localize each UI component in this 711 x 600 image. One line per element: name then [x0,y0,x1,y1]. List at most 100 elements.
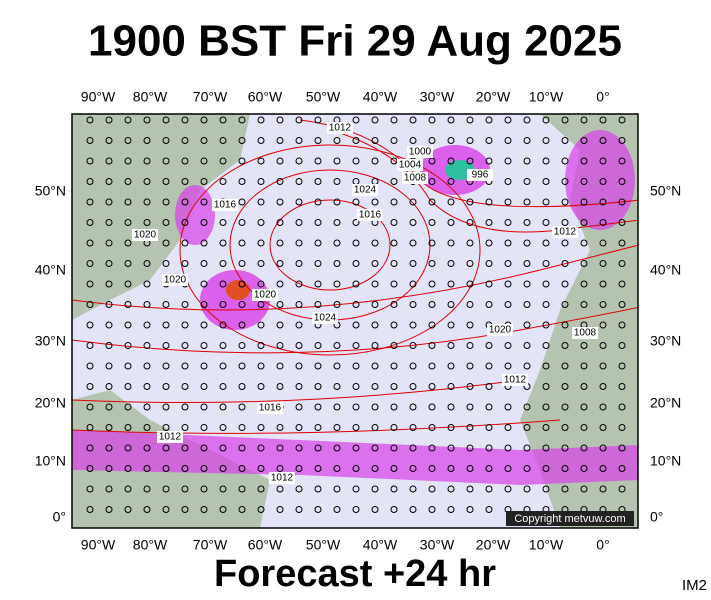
station [523,485,531,493]
station [238,321,246,329]
station [485,239,493,247]
station [276,444,284,452]
isobar-label-bg [257,402,283,414]
station [314,342,322,349]
station [409,485,417,493]
station [485,506,493,513]
station [428,301,436,308]
station [181,383,189,390]
station [428,383,436,390]
station [276,301,284,308]
station [371,362,379,370]
station [599,403,607,411]
station [618,465,626,472]
station [162,362,170,370]
station [523,280,531,288]
lon-label: 60°W [248,537,283,553]
station [352,157,360,165]
station [352,506,360,513]
station [428,137,436,144]
station [238,239,246,247]
station [618,137,626,144]
isobar-label-bg [552,226,578,238]
station [333,239,341,247]
station [238,506,246,513]
isobar-label: 1020 [489,325,512,336]
station [466,465,474,472]
station [143,178,151,185]
station [314,280,322,288]
station [200,116,208,124]
station [599,219,607,226]
station [314,116,322,124]
station [105,485,113,493]
station [105,465,113,472]
station [257,301,265,308]
station [314,465,322,472]
station [352,137,360,144]
station [561,424,569,431]
station [504,403,512,411]
station [257,485,265,493]
station [390,219,398,226]
station [295,301,303,308]
station [542,301,550,308]
station [523,444,531,452]
station [295,342,303,349]
station [181,239,189,247]
station [143,362,151,370]
station [485,465,493,472]
subtitle: Forecast +24 hr [214,553,496,595]
station [599,362,607,370]
station [352,321,360,329]
isobar-label-bg [502,374,528,386]
precipitation [226,280,250,300]
station [124,444,132,452]
station [352,342,360,349]
station [333,178,341,185]
station [485,198,493,206]
station [86,239,94,247]
station [105,444,113,452]
station [143,465,151,472]
station [371,424,379,431]
isobar-label-bg [402,172,428,184]
station [485,424,493,431]
station [466,157,474,165]
station [162,137,170,144]
station [238,219,246,226]
station [466,116,474,124]
station [523,219,531,226]
station [276,321,284,329]
station [333,198,341,206]
station [276,178,284,185]
station [295,178,303,185]
station [276,239,284,247]
station [257,383,265,390]
station [542,239,550,247]
station [105,280,113,288]
station [618,178,626,185]
station [371,506,379,513]
station [580,424,588,431]
station [257,198,265,206]
station [143,321,151,329]
station [276,260,284,267]
station [295,198,303,206]
station [561,116,569,124]
station [371,116,379,124]
station [599,157,607,165]
station [409,219,417,226]
station [276,362,284,370]
station [219,321,227,329]
station [428,260,436,267]
lat-label: 40°N [650,262,681,278]
station [276,465,284,472]
corner-label: IM2 [682,577,707,594]
station [542,362,550,370]
station [333,424,341,431]
station [542,465,550,472]
station [257,465,265,472]
station [523,116,531,124]
